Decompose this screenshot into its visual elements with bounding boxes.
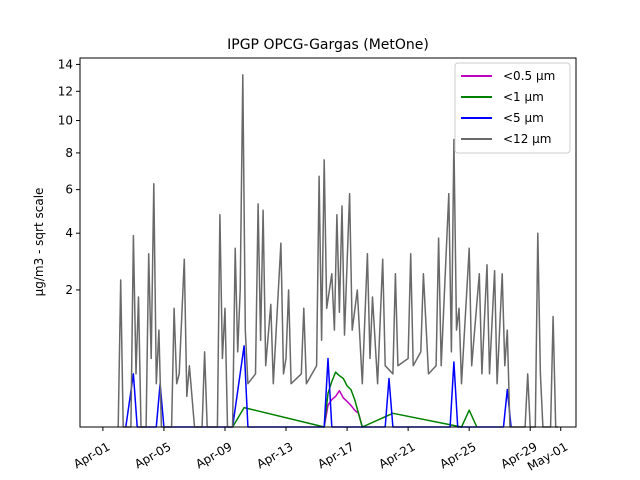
- series-line-1: [231, 371, 478, 428]
- y-tick-label: 6: [65, 183, 73, 197]
- y-tick-label: 14: [58, 57, 73, 71]
- series-line-2: [125, 345, 512, 428]
- y-tick-label: 10: [58, 114, 73, 128]
- legend-label: <12 µm: [503, 132, 551, 146]
- series-line-3: [117, 74, 559, 428]
- y-axis: 2 4 6 8 10 12 14: [58, 57, 80, 297]
- plot-frame: [79, 57, 577, 428]
- chart-title: IPGP OPCG-Gargas (MetOne): [227, 37, 429, 53]
- legend-label: <0.5 µm: [503, 69, 555, 83]
- series-layer: [117, 74, 559, 428]
- legend-box: [454, 62, 571, 154]
- y-tick-label: 8: [65, 146, 73, 160]
- y-axis-label: µg/m3 - sqrt scale: [32, 188, 46, 297]
- legend: <0.5 µm <1 µm <5 µm <12 µm: [454, 62, 571, 154]
- y-tick-label: 2: [65, 283, 73, 297]
- legend-label: <1 µm: [503, 90, 544, 104]
- legend-label: <5 µm: [503, 111, 544, 125]
- y-tick-label: 4: [65, 226, 73, 240]
- y-tick-label: 12: [58, 84, 73, 98]
